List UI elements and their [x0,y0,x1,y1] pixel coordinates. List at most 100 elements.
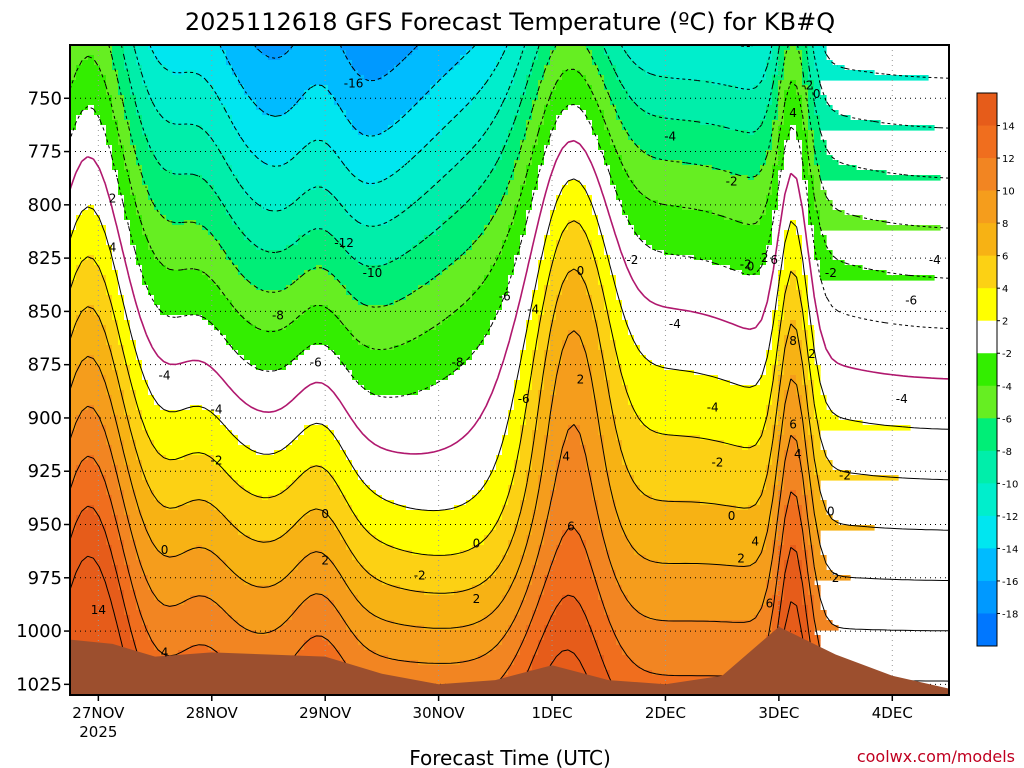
contour--8 [120,45,949,268]
contour-label: 2 [473,592,481,606]
colorbar-swatch [977,320,997,354]
y-tick-label: 1025 [16,674,62,695]
contour-label: 0 [827,505,835,519]
colorbar-swatch [977,548,997,582]
y-tick-label: 800 [28,195,62,216]
contour-label: -16 [344,76,364,90]
credit-text[interactable]: coolwx.com/models [857,747,1015,766]
colorbar-swatch [977,223,997,257]
contour-label: -2 [839,468,851,482]
colorbar-tick-label: -4 [1002,382,1012,393]
colorbar-tick-label: -10 [1002,479,1018,490]
contour-label: 0 [473,537,481,551]
contour-label: 2 [109,191,117,205]
contour-2 [70,178,949,512]
contour-label: -2 [740,258,752,272]
y-tick-label: 975 [28,568,62,589]
contour-label: -2 [801,78,813,92]
contour-label: 6 [770,253,778,267]
colorbar-swatch [977,288,997,322]
colorbar-frame [976,92,998,647]
y-tick-label: 875 [28,355,62,376]
colorbar-tick-label: 4 [1002,284,1008,295]
contour-label: -4 [527,302,539,316]
credit-link[interactable]: coolwx.com/models [857,747,1015,766]
colorbar-swatch [977,613,997,647]
contour-label: -10 [363,266,383,280]
x-axis-title: Forecast Time (UTC) [409,746,611,768]
x-tick-year: 2025 [79,723,117,741]
chart-title: 2025112618 GFS Forecast Temperature (ºC)… [185,8,835,36]
contour-label: -4 [707,400,719,414]
colorbar-tick-label: -12 [1002,512,1018,523]
y-tick-label: 775 [28,142,62,163]
colorbar-tick-label: 2 [1002,317,1008,328]
contour-label: -4 [929,253,941,267]
contour--6 [108,45,949,308]
x-tick-label: 2DEC [645,704,686,722]
contour-label: -8 [452,356,464,370]
y-axis: 750 775 800 825 850 875 900 925 950 975 1000 1025 [16,88,70,695]
colorbar-tick-label: -14 [1002,544,1018,555]
contour-label: -2 [825,266,837,280]
colorbar-swatch [977,255,997,289]
colorbar-tick-label: 6 [1002,252,1008,263]
contour-label: -4 [159,368,171,382]
grid [70,45,949,695]
contour-label: 6 [789,417,797,431]
contour-label: 0 [577,264,585,278]
contour-4 [70,220,949,556]
contour-label: 4 [751,535,759,549]
x-tick-label: 28NOV [186,704,239,722]
contour--4 [70,55,949,351]
y-tick-label: 825 [28,248,62,269]
contour-label: 4 [562,449,570,463]
contour--10 [133,45,949,227]
colorbar-swatch [977,93,997,126]
y-tick-label: 1000 [16,621,62,642]
x-tick-label: 29NOV [299,704,352,722]
colorbar-swatch [977,450,997,484]
colorbar-tick-label: 8 [1002,219,1008,230]
contour-label: -4 [211,402,223,416]
contour-label: 8 [789,334,797,348]
contour-8 [70,330,949,629]
contour-label: -2 [711,456,723,470]
contour-label: -4 [664,130,676,144]
contour-label: 2 [577,373,585,387]
contour--14 [219,45,476,137]
y-tick-label: 900 [28,408,62,429]
contour-label: -4 [669,317,681,331]
colorbar-swatch [977,580,997,614]
contour-label: 4 [109,240,117,254]
contour-label: 0 [161,543,169,557]
colorbar-swatch [977,125,997,159]
x-tick-label: 30NOV [413,704,466,722]
contour-label: 2 [808,347,816,361]
contour-label: -4 [896,392,908,406]
contour-label: -6 [310,356,322,370]
colorbar-swatch [977,515,997,549]
contour-label: 6 [567,520,575,534]
contour-label: -2 [726,174,738,188]
colorbar-tick-label: -2 [1002,349,1012,360]
colorbar-tick-label: -18 [1002,609,1018,620]
colorbar-swatch [977,190,997,224]
contour-10 [70,405,949,664]
colorbar-tick-label: 14 [1002,122,1015,133]
contour-label: -2 [626,253,638,267]
contour--16 [253,45,419,82]
ground-below-surface [70,626,949,695]
plot-frame [69,44,950,696]
colorbar-tick-label: 10 [1002,187,1015,198]
y-tick-label: 750 [28,88,62,109]
contour-label: 4 [794,447,802,461]
colorbar-swatch [977,385,997,419]
contour-label: 14 [91,603,106,617]
contour-label: 4 [161,645,169,659]
x-tick-label: 4DEC [872,704,913,722]
contour-label: 0 [813,87,821,101]
contour-label: -2 [211,454,223,468]
